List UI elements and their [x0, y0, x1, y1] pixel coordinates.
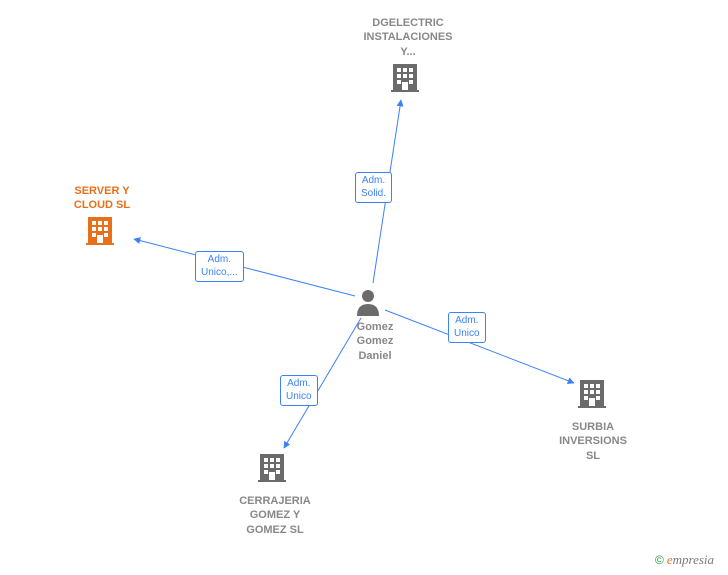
copyright-watermark: ©empresia: [655, 552, 714, 568]
node-label-cerrajeria: CERRAJERIA GOMEZ Y GOMEZ SL: [230, 494, 320, 537]
node-label-center: Gomez Gomez Daniel: [350, 320, 400, 363]
copyright-symbol: ©: [655, 553, 664, 567]
brand-rest: mpresia: [673, 552, 714, 567]
building-icon: [256, 451, 288, 488]
building-icon: [576, 377, 608, 414]
building-icon: [389, 61, 421, 98]
edge-label: Adm. Unico: [448, 312, 486, 343]
person-icon: [355, 288, 381, 321]
node-label-surbia: SURBIA INVERSIONS SL: [548, 420, 638, 463]
edge-label: Adm. Unico,...: [195, 251, 244, 282]
edge-label: Adm. Solid.: [355, 172, 392, 203]
edge-label: Adm. Unico: [280, 375, 318, 406]
building-icon: [84, 214, 116, 251]
node-label-dgelectric: DGELECTRIC INSTALACIONES Y...: [358, 16, 458, 59]
node-label-server: SERVER Y CLOUD SL: [62, 184, 142, 213]
